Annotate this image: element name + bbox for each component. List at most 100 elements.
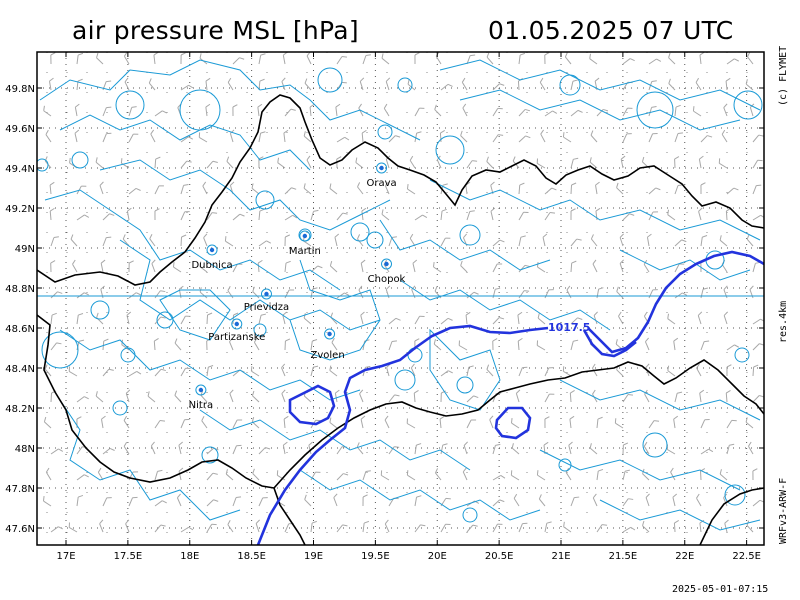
wind-barb <box>310 209 319 221</box>
wind-barb <box>570 208 576 221</box>
wind-barb <box>592 493 598 507</box>
wind-barb <box>227 285 234 299</box>
wind-barb <box>752 318 764 325</box>
lat-tick-label: 49.8N <box>5 84 35 95</box>
wind-barb <box>356 442 364 455</box>
wind-barb <box>700 287 709 299</box>
lat-tick-label: 48N <box>15 444 35 455</box>
wind-barb <box>536 340 546 351</box>
city-ring <box>299 230 311 242</box>
wind-barb <box>562 132 572 143</box>
wind-barb <box>232 104 238 117</box>
wind-barb <box>250 366 260 377</box>
wind-barb <box>102 447 115 455</box>
wind-barb <box>151 259 156 273</box>
wind-barb <box>232 444 242 455</box>
wind-barb <box>253 337 260 351</box>
city-ring <box>376 162 388 174</box>
wind-barb <box>413 389 419 403</box>
wind-barb <box>723 103 728 117</box>
wind-barb <box>257 103 263 117</box>
wind-barb <box>147 391 156 403</box>
wind-barb <box>384 181 390 195</box>
wind-barb <box>673 520 679 533</box>
wind-barb <box>358 103 364 117</box>
wind-barb <box>100 259 106 273</box>
wind-barb <box>724 519 729 533</box>
wind-barb <box>726 419 737 429</box>
wind-barb <box>648 420 660 429</box>
wind-barb <box>309 103 315 117</box>
wind-barb <box>310 339 318 351</box>
wind-barb <box>544 521 552 533</box>
wind-barb <box>385 77 391 91</box>
wind-barb <box>361 129 367 143</box>
wind-barb <box>616 286 624 299</box>
wind-barb <box>48 77 54 91</box>
wind-barb <box>563 521 572 533</box>
wind-barb <box>570 339 579 351</box>
wind-barb <box>128 260 134 273</box>
wind-barb <box>752 468 758 481</box>
wind-barb <box>102 236 112 247</box>
latitude-axis: 49.8N 49.6N 49.4N 49.2N 49N 48.8N 48.6N 48.4N 48… <box>5 84 764 535</box>
wind-barb <box>336 56 348 65</box>
wind-barb <box>362 494 368 507</box>
wind-barb <box>276 470 286 481</box>
wind-barb <box>331 337 338 351</box>
wind-barb <box>97 467 104 481</box>
wind-barb <box>513 493 520 507</box>
wind-barb <box>589 443 598 455</box>
wind-barb <box>570 496 580 507</box>
wind-barb <box>463 441 468 455</box>
wind-barb <box>643 441 650 455</box>
wind-barb <box>148 78 156 91</box>
wind-barb <box>282 311 287 325</box>
wind-barb <box>277 157 286 169</box>
wind-barb <box>45 467 52 481</box>
wind-barb <box>310 520 317 533</box>
wind-barb <box>76 396 89 403</box>
wind-barb <box>76 474 89 481</box>
wind-barb <box>492 443 501 455</box>
wind-barb <box>154 469 163 481</box>
wind-barb <box>102 213 115 221</box>
wind-barb <box>180 234 187 247</box>
wind-barb <box>622 526 636 533</box>
wind-barb <box>232 312 239 325</box>
wind-barb <box>306 155 312 169</box>
wind-barb <box>198 132 208 143</box>
wind-barb <box>357 234 364 247</box>
wind-barb <box>589 157 598 169</box>
wind-barb <box>699 52 705 65</box>
wind-barb <box>251 183 260 195</box>
wind-barb <box>489 415 494 429</box>
wind-barb <box>746 234 754 247</box>
wind-barb <box>440 208 447 221</box>
wind-barb <box>590 234 598 247</box>
wind-barb <box>409 155 416 169</box>
wind-barb <box>76 312 84 325</box>
wind-barb <box>620 155 626 169</box>
wind-barb <box>76 78 83 91</box>
wind-barb <box>284 214 298 221</box>
wind-barb <box>128 106 137 117</box>
wind-barb <box>692 106 702 117</box>
wind-barb <box>258 447 271 455</box>
wind-barb <box>518 366 528 377</box>
wind-barb <box>460 260 468 273</box>
map-frame <box>36 51 765 546</box>
wind-barb <box>411 285 416 299</box>
wind-barb <box>50 260 56 273</box>
wind-barb <box>596 416 603 429</box>
wind-barb <box>544 110 558 117</box>
wind-barb <box>154 185 164 195</box>
wind-barb <box>49 207 55 221</box>
city-label: Dubnica <box>191 260 232 271</box>
wind-barb <box>154 316 166 325</box>
wind-barb <box>95 157 104 169</box>
wind-barb <box>284 338 291 351</box>
terrain-contours <box>37 59 764 531</box>
wind-barb <box>154 110 167 117</box>
